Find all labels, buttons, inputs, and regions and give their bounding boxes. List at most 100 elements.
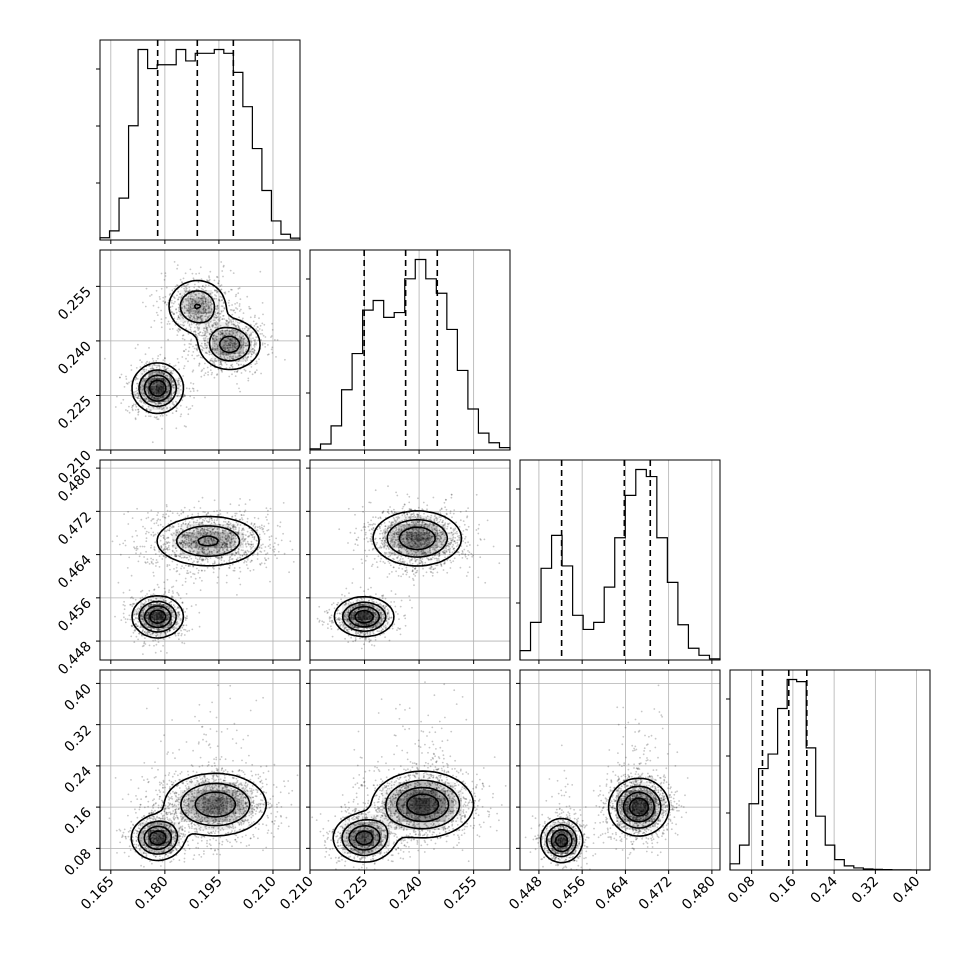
scatter-point [158, 401, 161, 404]
scatter-point [267, 545, 270, 548]
scatter-point [159, 607, 161, 610]
scatter-point [205, 549, 208, 551]
scatter-point [229, 309, 232, 311]
scatter-point [145, 408, 148, 411]
scatter-point [227, 336, 230, 339]
scatter-point [162, 513, 165, 516]
scatter-point [143, 380, 146, 383]
scatter-point [168, 630, 171, 633]
scatter-point [184, 616, 186, 619]
scatter-point [162, 549, 165, 552]
scatter-point [196, 301, 199, 304]
scatter-point [229, 344, 232, 347]
scatter-point [196, 521, 198, 524]
scatter-point [239, 544, 242, 547]
scatter-point [231, 342, 233, 345]
density-cell [148, 394, 156, 402]
scatter-point [181, 282, 184, 284]
scatter-point [252, 337, 254, 340]
scatter-point [248, 305, 251, 308]
scatter-point [180, 556, 183, 559]
scatter-point [154, 541, 157, 544]
scatter-point [233, 534, 236, 536]
scatter-point [131, 625, 133, 628]
scatter-point [157, 628, 160, 631]
scatter-point [228, 344, 231, 346]
scatter-point [192, 541, 195, 543]
scatter-point [141, 630, 144, 632]
scatter-point [224, 332, 227, 335]
scatter-point [214, 307, 217, 310]
scatter-point [166, 391, 169, 393]
scatter-point [204, 337, 207, 339]
scatter-point [263, 525, 266, 528]
scatter-point [244, 551, 247, 554]
scatter-point [204, 553, 207, 556]
scatter-point [206, 329, 209, 332]
scatter-point [163, 366, 166, 368]
scatter-point [205, 344, 208, 347]
scatter-point [162, 644, 164, 647]
scatter-point [188, 534, 191, 537]
scatter-point [141, 380, 144, 383]
scatter-point [202, 327, 205, 330]
scatter-point [237, 326, 240, 329]
scatter-point [168, 389, 170, 392]
scatter-point [235, 551, 237, 554]
scatter-point [196, 348, 198, 350]
scatter-point [400, 599, 403, 602]
scatter-point [163, 628, 166, 631]
scatter-point [210, 551, 213, 553]
scatter-point [260, 544, 263, 547]
scatter-point [172, 628, 175, 631]
scatter-point [226, 340, 229, 342]
scatter-point [234, 303, 237, 305]
scatter-point [172, 526, 175, 528]
scatter-point [140, 392, 143, 394]
scatter-point [205, 532, 208, 535]
scatter-point [188, 535, 190, 538]
scatter-point [200, 303, 203, 305]
scatter-point [220, 288, 223, 291]
scatter-point [235, 307, 237, 309]
scatter-point [223, 356, 226, 358]
scatter-point [291, 548, 294, 551]
scatter-point [143, 545, 146, 548]
scatter-point [197, 311, 200, 313]
scatter-point [231, 288, 233, 291]
scatter-point [171, 525, 174, 528]
scatter-point [211, 309, 213, 312]
scatter-point [229, 330, 231, 333]
scatter-point [229, 341, 231, 343]
scatter-point [216, 326, 219, 329]
scatter-point [216, 528, 219, 531]
scatter-point [235, 331, 238, 334]
scatter-point [408, 495, 411, 498]
scatter-point [202, 558, 205, 561]
scatter-point [238, 359, 241, 362]
scatter-point [237, 325, 240, 328]
y-tick-label: 0.225 [55, 393, 95, 433]
scatter-point [165, 618, 168, 621]
scatter-point [138, 608, 141, 611]
scatter-point [155, 403, 157, 405]
scatter-point [235, 320, 237, 322]
scatter-point [180, 380, 182, 383]
scatter-point [193, 560, 195, 563]
scatter-point [198, 625, 201, 628]
scatter-point [206, 532, 209, 534]
scatter-point [160, 406, 163, 409]
scatter-point [171, 596, 173, 599]
scatter-point [166, 547, 169, 550]
y-tick-label: 0.456 [55, 595, 95, 635]
scatter-point [213, 532, 216, 535]
scatter-point [201, 534, 204, 537]
scatter-point [151, 372, 154, 374]
scatter-point [235, 325, 238, 327]
scatter-point [164, 600, 166, 602]
scatter-point [239, 583, 242, 586]
scatter-point [231, 309, 233, 311]
scatter-point [201, 548, 203, 551]
scatter-point [208, 306, 210, 309]
scatter-point [257, 517, 260, 520]
